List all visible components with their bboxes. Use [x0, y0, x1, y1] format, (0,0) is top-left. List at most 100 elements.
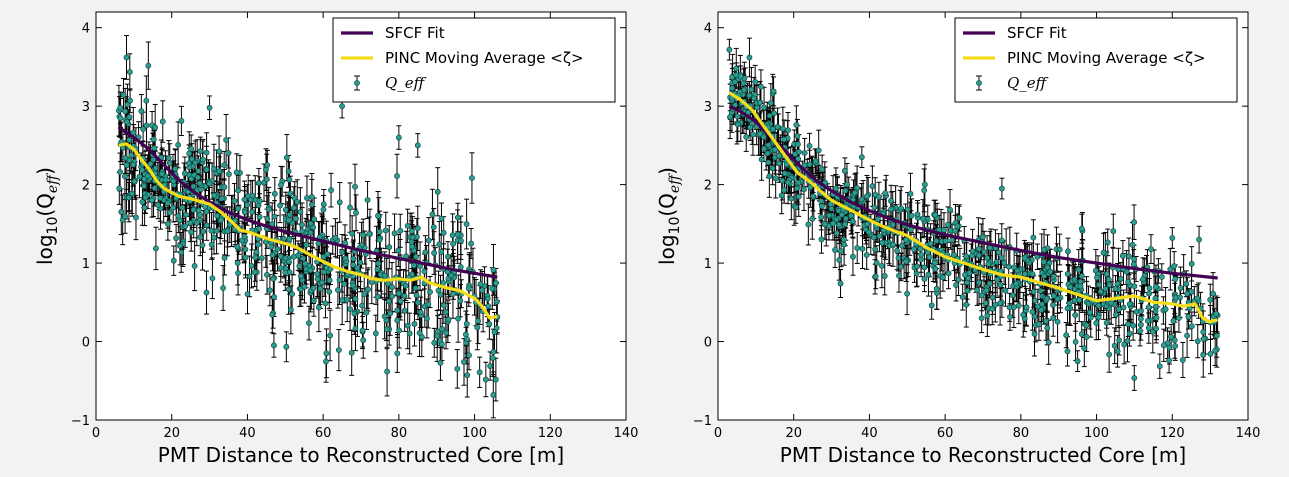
qeff-point — [461, 359, 467, 365]
qeff-point — [220, 285, 227, 291]
qeff-point — [277, 265, 284, 271]
qeff-point — [188, 145, 195, 152]
x-tick-label: 140 — [614, 426, 639, 441]
x-tick-label: 60 — [315, 426, 332, 441]
qeff-point — [244, 202, 251, 208]
qeff-point — [427, 289, 433, 295]
qeff-point — [256, 214, 263, 220]
qeff-point — [462, 331, 469, 338]
qeff-point — [412, 285, 419, 292]
qeff-point — [195, 168, 202, 174]
qeff-point — [434, 333, 441, 339]
qeff-point — [363, 309, 370, 316]
qeff-point — [199, 242, 206, 249]
qeff-point — [123, 54, 130, 61]
qeff-point — [271, 213, 278, 220]
qeff-point — [131, 178, 138, 185]
x-tick-label: 40 — [239, 426, 256, 441]
x-tick-label: 100 — [1084, 426, 1109, 441]
y-axis-title-part: eff — [667, 173, 683, 193]
qeff-point — [308, 201, 315, 208]
x-tick-label: 120 — [1160, 426, 1185, 441]
pinc-moving-average-line — [118, 142, 498, 320]
qeff-point — [123, 162, 130, 169]
qeff-point — [383, 317, 390, 324]
qeff-point — [263, 176, 270, 183]
qeff-point — [303, 241, 310, 248]
qeff-point — [138, 108, 145, 114]
qeff-point — [469, 175, 475, 181]
qeff-point — [397, 227, 404, 234]
qeff-point — [307, 220, 314, 227]
qeff-point — [294, 199, 301, 205]
qeff-point — [253, 249, 260, 256]
qeff-point — [218, 195, 225, 202]
qeff-point — [197, 148, 204, 155]
qeff-point — [395, 290, 402, 297]
qeff-point — [286, 176, 293, 183]
qeff-point — [389, 284, 395, 290]
qeff-point — [139, 167, 146, 174]
qeff-point — [188, 156, 195, 163]
x-tick-label: 140 — [1236, 426, 1261, 441]
qeff-point — [173, 235, 180, 242]
qeff-point — [126, 137, 133, 143]
qeff-point — [221, 255, 228, 261]
qeff-point — [349, 230, 356, 237]
qeff-point — [360, 232, 367, 239]
qeff-point — [150, 136, 157, 143]
qeff-point — [188, 229, 195, 236]
qeff-point — [466, 352, 472, 359]
qeff-point — [431, 250, 437, 256]
x-tick-label: 20 — [163, 426, 180, 441]
qeff-point — [489, 285, 496, 292]
qeff-point — [320, 201, 327, 208]
qeff-point — [155, 202, 161, 208]
qeff-point — [351, 310, 358, 317]
qeff-point — [449, 232, 456, 239]
qeff-point — [411, 321, 418, 327]
qeff-point — [183, 211, 189, 218]
qeff-point — [214, 212, 221, 219]
x-axis-title: PMT Distance to Reconstructed Core [m] — [158, 443, 564, 467]
qeff-point — [308, 194, 315, 200]
y-tick-label: −1 — [71, 414, 90, 429]
qeff-point — [457, 264, 464, 270]
qeff-point — [290, 253, 297, 260]
qeff-point — [314, 271, 321, 277]
qeff-point — [285, 258, 292, 265]
qeff-point — [117, 169, 124, 175]
qeff-point — [408, 228, 415, 235]
qeff-point — [347, 306, 353, 313]
y-axis-title-part: log — [33, 234, 57, 265]
qeff-point — [177, 217, 183, 224]
y-axis-title: log10(Qeff) — [655, 167, 683, 265]
qeff-point — [151, 145, 158, 152]
qeff-point — [269, 311, 276, 318]
legend-box — [332, 17, 616, 103]
qeff-point — [375, 260, 382, 267]
qeff-point — [311, 216, 318, 223]
qeff-point — [492, 376, 499, 383]
qeff-point — [389, 293, 396, 300]
qeff-point — [366, 231, 373, 237]
y-tick-label: −1 — [693, 414, 712, 429]
qeff-point — [382, 227, 389, 234]
qeff-point — [165, 155, 172, 161]
qeff-point — [194, 174, 201, 181]
qeff-point — [208, 227, 215, 234]
qeff-point — [335, 287, 341, 293]
qeff-point — [203, 149, 210, 156]
qeff-point — [178, 249, 185, 256]
qeff-point — [151, 185, 158, 191]
qeff-point — [216, 148, 222, 155]
qeff-point — [440, 302, 447, 309]
qeff-point — [283, 343, 290, 350]
qeff-point — [326, 277, 333, 284]
qeff-point — [414, 142, 421, 149]
qeff-point — [342, 255, 349, 262]
qeff-point — [493, 280, 499, 287]
qeff-point — [170, 257, 177, 264]
qeff-point — [307, 267, 314, 274]
qeff-point — [324, 251, 331, 258]
